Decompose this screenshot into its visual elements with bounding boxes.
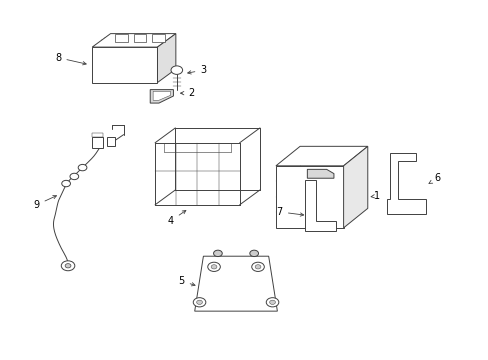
Bar — [92, 47, 157, 82]
Text: 8: 8 — [55, 53, 86, 65]
Circle shape — [61, 261, 75, 271]
Bar — [92, 132, 102, 137]
Circle shape — [213, 250, 222, 257]
Bar — [92, 137, 102, 148]
Polygon shape — [153, 91, 170, 100]
Bar — [152, 34, 164, 42]
Text: 9: 9 — [34, 195, 56, 210]
Text: 6: 6 — [428, 173, 440, 184]
Text: 1: 1 — [370, 191, 380, 201]
Polygon shape — [194, 256, 277, 311]
Polygon shape — [343, 146, 367, 228]
Text: 4: 4 — [167, 211, 185, 226]
Bar — [106, 138, 115, 146]
Circle shape — [193, 298, 205, 307]
Circle shape — [251, 262, 264, 271]
Polygon shape — [386, 153, 425, 214]
Bar — [115, 34, 127, 42]
Circle shape — [171, 66, 182, 75]
Text: 7: 7 — [276, 207, 303, 217]
Circle shape — [61, 180, 70, 187]
Bar — [275, 166, 343, 228]
Polygon shape — [150, 90, 173, 103]
Bar — [134, 34, 146, 42]
Circle shape — [70, 173, 79, 180]
Polygon shape — [157, 33, 176, 82]
Circle shape — [269, 300, 275, 305]
Text: 2: 2 — [180, 88, 194, 98]
Polygon shape — [305, 180, 336, 231]
Text: 5: 5 — [178, 276, 195, 286]
Circle shape — [78, 165, 87, 171]
Polygon shape — [92, 33, 176, 47]
Circle shape — [255, 265, 261, 269]
Polygon shape — [307, 169, 333, 178]
Circle shape — [249, 250, 258, 257]
Circle shape — [211, 265, 217, 269]
Circle shape — [65, 264, 71, 268]
Text: 3: 3 — [187, 65, 206, 75]
Circle shape — [265, 298, 278, 307]
Polygon shape — [275, 146, 367, 166]
Circle shape — [196, 300, 202, 305]
Circle shape — [207, 262, 220, 271]
